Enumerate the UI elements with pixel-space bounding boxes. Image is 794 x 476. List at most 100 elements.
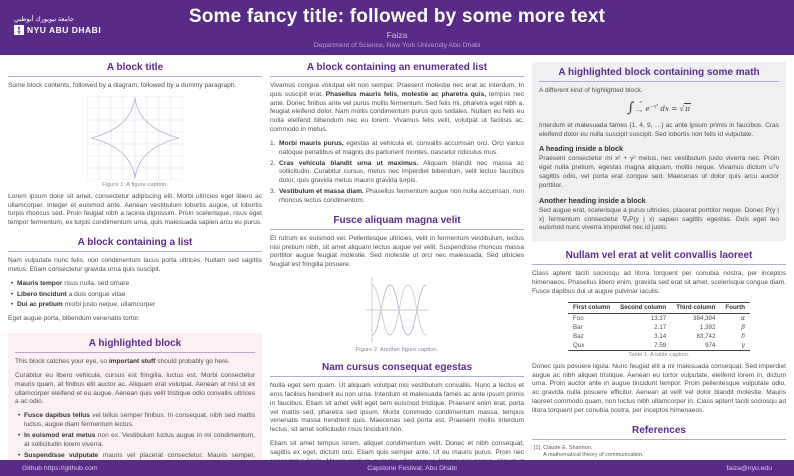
sqrt-radicand: π <box>684 102 691 113</box>
reference-marker: [1] <box>534 444 541 451</box>
logo-arabic-text: جامعة نيويورك أبوظبي <box>14 16 75 23</box>
math-base: e <box>645 103 650 113</box>
list-item-text: mauris vel placerat consectetur. Mauris … <box>102 451 255 459</box>
paragraph: Donec quis posuere ligula. Nunc feugiat … <box>532 362 786 414</box>
upper-limit: ∞ <box>638 99 643 105</box>
integral-sign: ∫ <box>627 99 635 116</box>
table-cell: 974 <box>671 340 721 351</box>
footer-github: Github https://github.com <box>22 464 98 472</box>
table-header-row: First column Second column Third column … <box>568 301 750 314</box>
nyu-torch-icon <box>14 25 24 35</box>
bold-segment: important stuff <box>108 358 156 366</box>
list-item-lead: In euismod erat metus <box>24 431 96 439</box>
poster-footer: Github https://github.com Capstone Festi… <box>0 460 794 476</box>
reference-author: Claude E. Shannon. <box>543 444 593 451</box>
table-header: Third column <box>671 301 721 314</box>
poster-affiliation: Department of Science, New York Universi… <box>313 42 481 49</box>
block-heading: References <box>532 425 786 440</box>
numbered-item: 1. Morbi mauris purus, egestas at vehicul… <box>270 140 524 158</box>
sqrt-sign: √ <box>679 103 685 113</box>
text-segment: This block catches your eye, so <box>15 358 109 366</box>
table-cell: α <box>740 314 745 322</box>
list-item: In euismod erat metus non ex. Vestibulum… <box>18 431 255 450</box>
table-cell: γ <box>720 340 750 351</box>
column-3: A highlighted block containing some math… <box>532 62 786 460</box>
block-heading: Nullam vel erat at velit convallis laore… <box>532 250 786 266</box>
paragraph: Vivamus congue volutpat elit non semper.… <box>270 82 524 135</box>
list-item-lead: Morbi mauris purus, <box>279 139 344 147</box>
list-item-text: vel tellus semper finibus. In consequat,… <box>24 412 255 429</box>
paragraph: Etiam sit amet tempus lorem, aliquet con… <box>270 440 524 460</box>
numbered-list: 1. Morbi mauris purus, egestas at vehicul… <box>270 140 524 206</box>
block-enumerated-list: A block containing an enumerated list Vi… <box>270 62 524 206</box>
item-number: 1. <box>270 139 276 147</box>
list-item-text: risus nulla, sed ornare <box>62 279 130 287</box>
text-segment: Vivamus congue volutpat elit non semper.… <box>270 82 524 98</box>
table-row: Qux 7.59 974 γ <box>568 340 750 351</box>
list-item: Suspendisse vulputate mauris vel placera… <box>18 451 255 460</box>
column-2: A block containing an enumerated list Vi… <box>270 62 524 460</box>
paragraph: Lorem ipsum dolor sit amet, consectetur … <box>8 192 262 227</box>
list-item-lead: Fusce dapibus tellus <box>24 412 90 420</box>
list-item: Fusce dapibus tellus vel tellus semper f… <box>18 412 255 430</box>
table-cell: 3.14 <box>654 332 667 340</box>
paragraph: Eget augue porta, bibendum venenatis tor… <box>8 315 140 323</box>
paragraph: Some block contents, followed by a diagr… <box>8 82 237 89</box>
text-segment: tempus nec ante. Donec finibus ante vel … <box>270 90 524 134</box>
list-item-lead: Suspendisse vulputate <box>24 451 99 459</box>
block-containing-a-list: A block containing a list Nam vulputate … <box>8 237 262 324</box>
list-item-lead: Libero tincidunt <box>17 290 67 298</box>
block-references: References [1] Claude E. Shannon. A math… <box>532 425 786 460</box>
block-nam-cursus: Nam cursus consequat egestas Nulla eget … <box>270 362 524 460</box>
list-item-text: morbi justo neque, ullamcorper <box>62 301 156 309</box>
table-cell: 83,742 <box>696 332 716 340</box>
paragraph: Praesent consectetur mi x² + y² metus, n… <box>539 155 779 189</box>
paragraph: Sed augue erat, scelerisque a purus ultr… <box>539 206 779 232</box>
integral-limits: ∞ −∞ <box>635 99 643 115</box>
list-item: Libero tincidunt a duis congue vitae <box>11 290 262 300</box>
list-item: Dui ac pretium morbi justo neque, ullamc… <box>11 301 262 310</box>
table-row: Baz 3.14 83,742 δ <box>568 332 750 341</box>
logo-latin-row: NYU ABU DHABI <box>14 25 101 35</box>
table-cell: Bar <box>573 323 583 331</box>
list-item-text: non ex. Vestibulum luctus augue in mi co… <box>24 431 255 448</box>
highlighted-block: A highlighted block This block catches y… <box>8 333 262 460</box>
poster-author: Faiza <box>386 30 408 40</box>
math-middle: dx = <box>658 103 680 113</box>
numbered-item: 2. Cras vehicula blandit urna ut maximus.… <box>270 160 524 186</box>
footer-event: Capstone Festival, Abu Dhabi <box>367 464 457 472</box>
list-item-lead: Cras vehicula blandit urna ut maximus. <box>279 159 419 167</box>
footer-email: faiza@nyu.edu <box>726 464 772 472</box>
paragraph: Class aptent taciti sociosqu ad litora t… <box>532 270 786 295</box>
table-cell: 384,394 <box>693 314 716 322</box>
logo-latin-text: NYU ABU DHABI <box>27 25 102 35</box>
paragraph: Nam vulputate nunc felis, non condimentu… <box>8 257 262 273</box>
table-cell: 7.59 <box>615 340 672 351</box>
block-a-block-title: A block title Some block contents, follo… <box>8 62 262 228</box>
list-item-text: a duis congue vitae <box>66 290 126 298</box>
figure-2-sine-plot <box>270 275 524 345</box>
poster-title: Some fancy title: followed by some more … <box>188 6 606 27</box>
highlighted-math-block: A highlighted block containing some math… <box>532 62 786 242</box>
table-cell: Qux <box>568 340 616 351</box>
table-cell: δ <box>741 332 745 340</box>
block-heading: A highlighted block <box>15 338 255 354</box>
list-item-lead: Dui ac pretium <box>17 301 63 309</box>
block-heading: A block title <box>8 62 262 77</box>
paragraph: Nulla eget sem quam. Ut aliquam volutpat… <box>270 382 524 434</box>
table-cell: β <box>741 323 745 331</box>
numbered-item: 3. Vestibulum et massa diam. Phasellus fe… <box>270 188 524 206</box>
block-fusce-aliquam: Fusce aliquam magna velit Et rutrum ex e… <box>270 215 524 353</box>
table-row: Bar 2.17 1,392 β <box>568 323 750 332</box>
table-cell: Foo <box>573 314 584 322</box>
data-table: First column Second column Third column … <box>568 301 750 351</box>
math-exponent: −x² <box>649 104 659 110</box>
figure-1-star-plot <box>8 95 262 180</box>
nyuad-logo: جامعة نيويورك أبوظبي NYU ABU DHABI <box>14 15 101 35</box>
table-caption: Table 1: A table caption. <box>628 351 690 358</box>
bold-segment: Phasellus mauris felis, molestie ac phar… <box>325 90 487 98</box>
bullet-list: Fusce dapibus tellus vel tellus semper f… <box>15 412 255 460</box>
lower-limit: −∞ <box>635 109 643 115</box>
list-item-text: egestas at vehicula et, convallis accums… <box>279 139 525 156</box>
